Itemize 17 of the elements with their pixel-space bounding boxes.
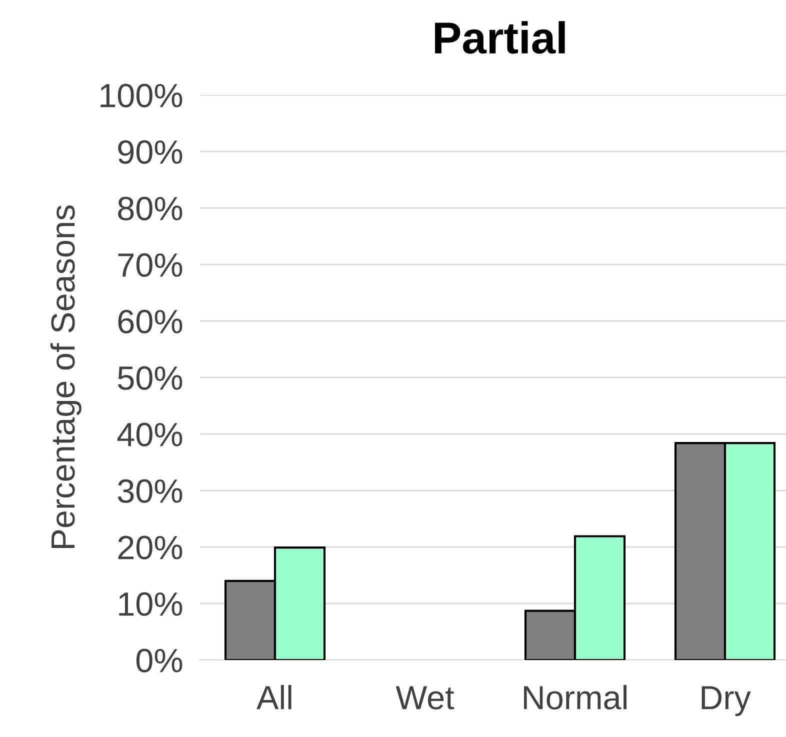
y-tick-label: 90% [118, 140, 182, 164]
y-tick-label: 0% [136, 648, 182, 672]
y-tick-label: 60% [118, 310, 182, 334]
y-axis-title: Percentage of Seasons [50, 205, 82, 548]
y-tick-label: 100% [100, 84, 182, 108]
y-tick-label: 80% [118, 196, 182, 220]
y-tick-label: 10% [119, 592, 182, 616]
x-tick-label: Dry [702, 686, 751, 716]
y-tick-label: 50% [118, 366, 182, 390]
y-tick-label: 40% [117, 422, 182, 446]
y-tick-label: 70% [118, 253, 182, 277]
x-tick-label: Wet [396, 686, 454, 710]
x-tick-label: Normal [524, 685, 626, 710]
y-tick-label: 30% [118, 479, 182, 503]
y-tick-label: 20% [118, 536, 182, 560]
x-tick-label: All [256, 685, 292, 710]
chart-title: Partial [435, 21, 565, 54]
